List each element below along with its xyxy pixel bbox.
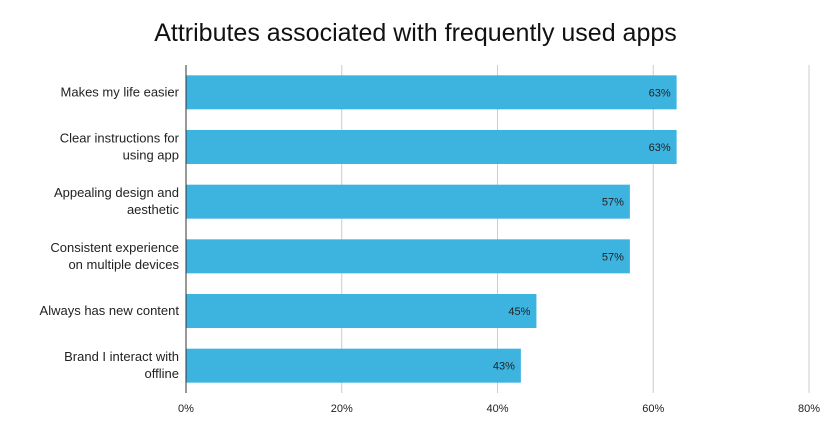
- bar: [186, 239, 630, 274]
- bar: [186, 130, 677, 164]
- category-label: offline: [145, 366, 179, 381]
- category-label: Always has new content: [40, 303, 180, 318]
- bar: [186, 75, 677, 110]
- category-label: using app: [123, 148, 179, 163]
- bar: [186, 184, 630, 219]
- chart-title: Attributes associated with frequently us…: [154, 19, 677, 47]
- x-tick-label: 0%: [178, 403, 194, 415]
- category-label: Makes my life easier: [61, 84, 180, 99]
- x-tick-label: 80%: [798, 403, 820, 415]
- data-label: 45%: [508, 306, 530, 318]
- category-label: Consistent experience: [50, 240, 179, 255]
- bar: [186, 294, 537, 328]
- category-label: Clear instructions for: [60, 131, 180, 146]
- x-tick-label: 40%: [486, 403, 508, 415]
- x-tick-label: 60%: [642, 403, 664, 415]
- category-label: Brand I interact with: [64, 349, 179, 364]
- data-label: 43%: [493, 361, 515, 373]
- category-label: Appealing design and: [54, 185, 179, 200]
- data-label: 63%: [649, 87, 671, 99]
- x-tick-label: 20%: [331, 403, 353, 415]
- data-label: 57%: [602, 251, 624, 263]
- bar: [186, 348, 521, 383]
- category-label: aesthetic: [127, 202, 180, 217]
- category-label: on multiple devices: [68, 257, 179, 272]
- data-label: 63%: [649, 142, 671, 154]
- data-label: 57%: [602, 197, 624, 209]
